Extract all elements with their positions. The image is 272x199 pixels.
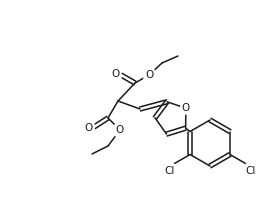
Text: Cl: Cl [164, 166, 175, 176]
Text: O: O [145, 70, 153, 80]
Text: O: O [116, 125, 124, 135]
Text: O: O [112, 69, 120, 79]
Text: O: O [182, 103, 190, 113]
Text: O: O [85, 123, 93, 133]
Text: Cl: Cl [245, 166, 256, 176]
